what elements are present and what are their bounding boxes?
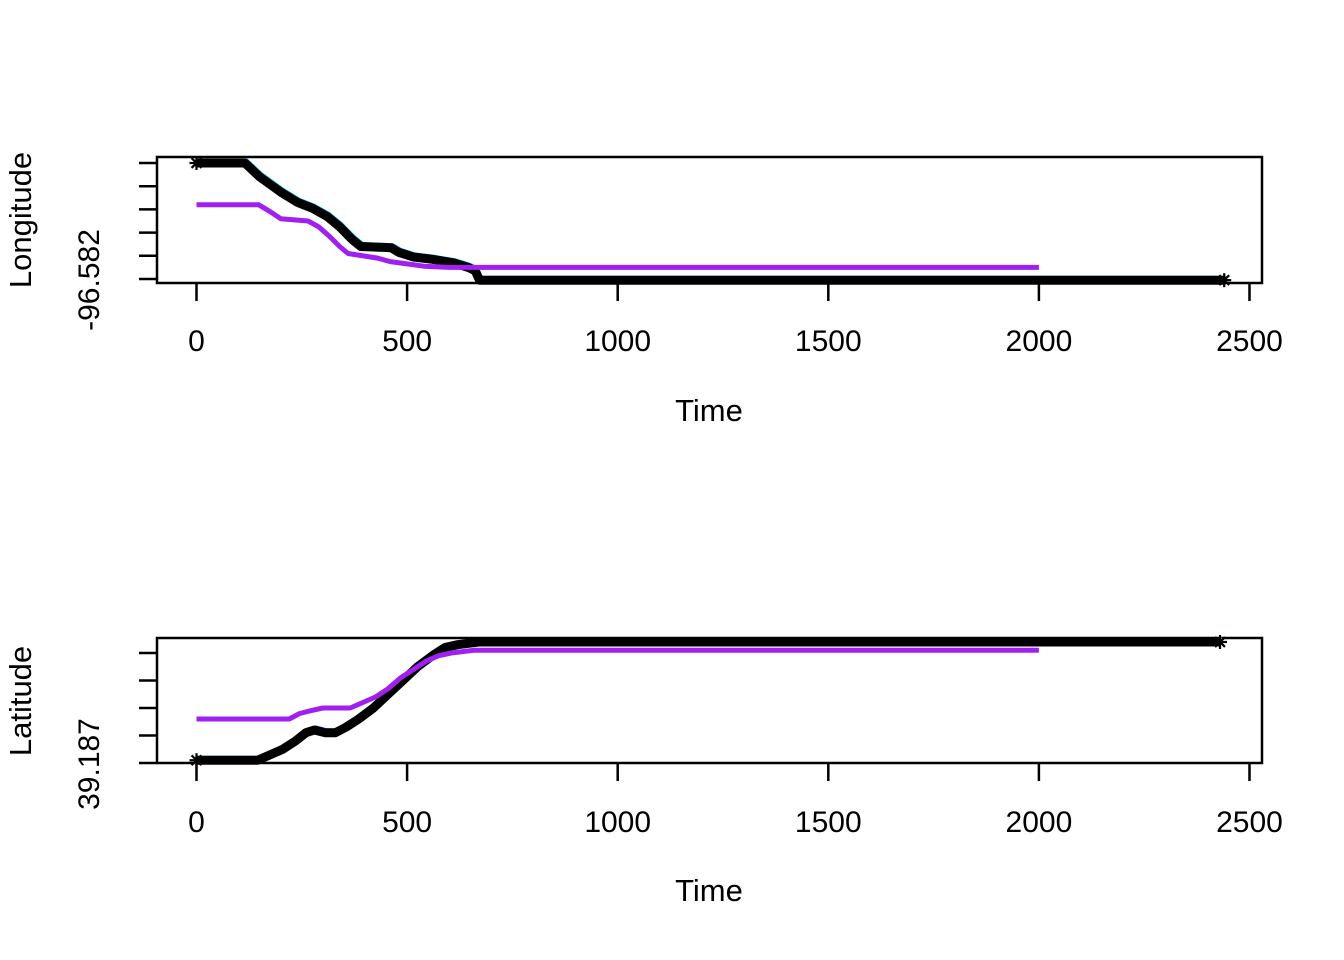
x-tick-label: 1500 bbox=[795, 325, 862, 358]
plot-longitude: 0 500 1000 1500 2000 2500 -96.582 Time Longitude bbox=[3, 152, 1283, 428]
x-axis-title: Time bbox=[675, 873, 743, 908]
series-cyan-trace-line bbox=[198, 637, 1222, 759]
end-marker bbox=[1214, 636, 1226, 648]
y-axis-title: Longitude bbox=[3, 152, 38, 288]
series-cyan-trace-line bbox=[198, 158, 1227, 279]
end-marker bbox=[1218, 274, 1230, 286]
x-tick-label: 2000 bbox=[1006, 806, 1073, 839]
series-orange-trace-line bbox=[194, 163, 1223, 284]
x-tick-label: 500 bbox=[382, 806, 432, 839]
x-tick-label: 500 bbox=[382, 325, 432, 358]
plot-box bbox=[155, 155, 1264, 285]
x-axis-title: Time bbox=[675, 393, 743, 428]
series-orange-trace-line bbox=[194, 642, 1218, 764]
x-tick-label: 1000 bbox=[584, 325, 651, 358]
end-marker bbox=[190, 754, 203, 766]
y-tick-label: 39.187 bbox=[73, 718, 106, 810]
x-tick-label: 0 bbox=[188, 806, 205, 839]
end-marker bbox=[190, 157, 203, 169]
plot-latitude: 0 500 1000 1500 2000 2500 39.187 Time Latitude bbox=[3, 635, 1283, 908]
y-axis-title: Latitude bbox=[3, 646, 38, 756]
plot-box bbox=[155, 636, 1264, 765]
x-tick-label: 0 bbox=[188, 325, 205, 358]
x-tick-label: 2000 bbox=[1006, 325, 1073, 358]
x-tick-label: 2500 bbox=[1216, 806, 1283, 839]
y-tick-label: -96.582 bbox=[73, 229, 106, 331]
x-tick-label: 2500 bbox=[1216, 325, 1283, 358]
x-tick-label: 1500 bbox=[795, 806, 862, 839]
series-estimate-purple-line bbox=[196, 202, 1039, 270]
series-observed-black-line bbox=[196, 637, 1220, 765]
series-observed-black-line bbox=[196, 158, 1225, 285]
x-tick-label: 1000 bbox=[584, 806, 651, 839]
series-estimate-purple-line bbox=[196, 647, 1039, 722]
